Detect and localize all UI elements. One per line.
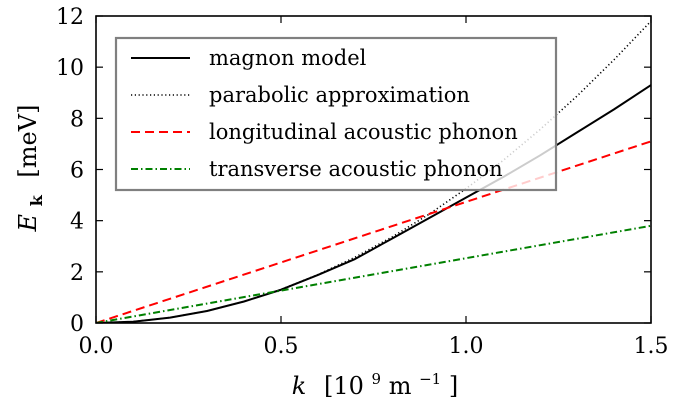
y-tick-label: 2 [70, 261, 84, 286]
legend-label: magnon model [209, 46, 367, 70]
y-tick-label: 8 [70, 107, 84, 132]
y-tick-label: 12 [56, 5, 84, 30]
y-axis-label-var: E [14, 213, 42, 232]
legend-label: transverse acoustic phonon [209, 157, 503, 181]
legend-entry: longitudinal acoustic phonon [131, 120, 518, 144]
y-tick-label: 0 [70, 312, 84, 337]
x-tick-label: 0.0 [79, 334, 114, 359]
axis-ticks: 0.0 0.5 1.0 1.5 0 2 4 6 8 10 12 [56, 5, 669, 359]
y-axis-label: E k [meV] [14, 105, 48, 233]
x-axis-label-unit-close: m [389, 372, 412, 400]
legend-entry: parabolic approximation [131, 83, 470, 107]
y-axis-label-unit: [meV] [14, 105, 42, 178]
y-axis-label-sub: k [27, 194, 46, 206]
legend-box [114, 36, 558, 192]
y-tick-label: 4 [70, 210, 84, 235]
plot-series [96, 20, 651, 323]
x-tick-label: 1.0 [449, 334, 484, 359]
x-axis-label-unit-exp2: −1 [419, 370, 441, 388]
y-tick-label: 10 [56, 56, 84, 81]
series-line-3 [96, 224, 651, 323]
legend-entry: magnon model [131, 46, 367, 70]
y-tick-label: 6 [70, 159, 84, 184]
legend: magnon model parabolic approximation longi… [114, 36, 558, 192]
legend-label: longitudinal acoustic phonon [209, 120, 518, 144]
x-axis-label-var: k [292, 372, 307, 400]
series-line-0 [96, 84, 651, 323]
legend-label: parabolic approximation [209, 83, 470, 107]
x-axis-label-unit-end: ] [449, 372, 458, 400]
x-axis-label: k [10 9 m −1 ] [292, 362, 458, 400]
legend-entry: transverse acoustic phonon [131, 157, 503, 181]
x-axis-label-unit-open: [10 [324, 372, 364, 400]
x-tick-label: 0.5 [264, 334, 299, 359]
x-tick-label: 1.5 [634, 334, 669, 359]
x-axis-label-unit-exp: 9 [372, 370, 382, 388]
